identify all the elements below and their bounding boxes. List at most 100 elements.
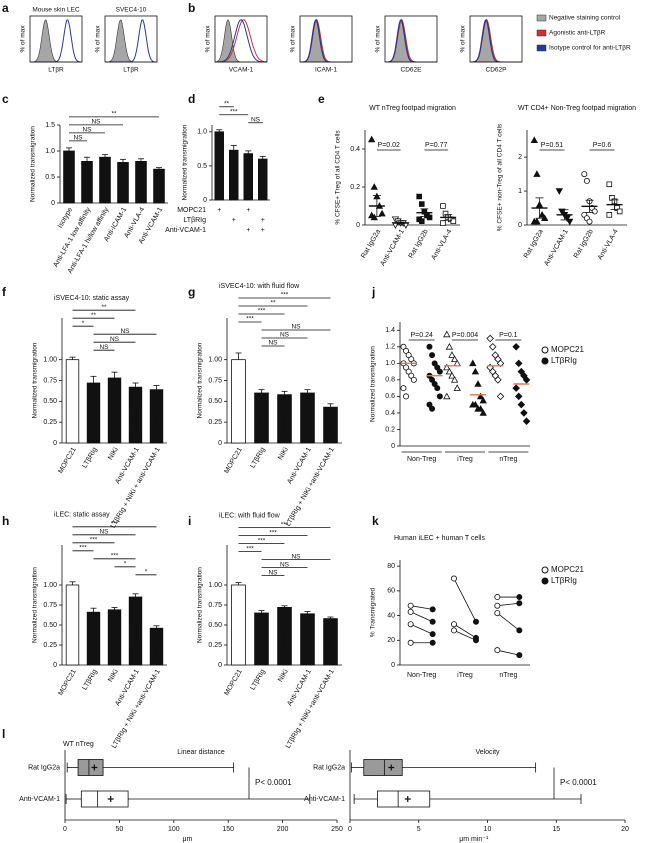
point: [555, 188, 563, 195]
bar: [63, 150, 75, 204]
y-tick-label: 0.75: [43, 377, 57, 384]
point: [436, 368, 443, 375]
y-tick-label: 0.75: [208, 377, 222, 384]
y-tick-label: 1.00: [43, 582, 57, 589]
plot-frame: [469, 15, 523, 63]
y-axis-label: Normalized transmigration: [370, 346, 377, 422]
pair-line: [410, 611, 433, 623]
y-tick-label: 0.50: [43, 622, 57, 629]
significance-label: NS: [280, 332, 290, 339]
x-tick-label: iTreg: [457, 672, 473, 679]
y-axis-label: Normalized transmigration: [32, 567, 39, 643]
y-tick-label: 1.4: [385, 327, 395, 334]
point: [445, 342, 454, 350]
plot-frame: [384, 15, 438, 63]
point: [514, 359, 523, 368]
significance-label: NS: [99, 529, 109, 536]
y-tick-label: 1.00: [208, 357, 222, 364]
point: [429, 405, 436, 412]
x-axis-label: μm min⁻¹: [459, 836, 489, 843]
y-tick-label: 0.25: [43, 419, 57, 426]
row-cell: +: [261, 217, 265, 224]
y-tick-label: 0.50: [208, 622, 222, 629]
point: [443, 363, 451, 371]
point: [516, 652, 523, 659]
significance-label: NS: [99, 344, 109, 351]
point: [429, 606, 436, 613]
legend-marker: [541, 346, 549, 354]
y-tick-label: 0.2: [385, 426, 395, 433]
legend-marker: [541, 577, 549, 585]
y-axis-label: Normalized transmigration: [197, 567, 204, 643]
point: [403, 393, 410, 400]
point: [606, 212, 613, 218]
y-tick-label: 0: [51, 200, 55, 207]
point: [558, 208, 566, 216]
plot-title: iLEC: static assay: [54, 512, 110, 519]
point: [563, 215, 571, 223]
mean-marker: [91, 764, 98, 771]
y-tick-label: 0: [218, 440, 222, 447]
x-tick-label: LTβRIg + NIKi + anti-VCAM-1: [110, 446, 162, 529]
bar-label: −34%: [90, 636, 97, 654]
x-tick-label: LTβRIg + NIKi +anti-VCAM-1: [285, 446, 336, 527]
x-tick-label: LTβRIg + NIKi +anti-VCAM-1: [111, 668, 162, 749]
box: [377, 790, 431, 808]
y-tick-label: 0.25: [208, 642, 222, 649]
point: [426, 214, 433, 221]
x-axis-label: CD62P: [486, 67, 507, 74]
x-tick-label: 10: [484, 826, 492, 833]
point: [533, 170, 541, 177]
legend-label: Negative staining control: [549, 15, 621, 22]
point: [448, 351, 456, 358]
row-cell: +: [246, 207, 250, 214]
point: [407, 602, 414, 609]
panel-letter: c: [2, 92, 9, 106]
point: [520, 409, 528, 417]
point: [403, 364, 410, 371]
mean-marker: [107, 796, 114, 802]
y-tick-label: 0: [53, 662, 57, 669]
x-tick-label: Rat IgG2a: [523, 228, 545, 259]
legend-label: MOPC21: [551, 565, 584, 574]
point: [445, 367, 454, 375]
panel-letter: i: [188, 514, 191, 528]
panel-letter: k: [372, 514, 379, 528]
y-tick-label: 20: [387, 637, 395, 644]
panel-letter: h: [2, 514, 9, 528]
point: [516, 594, 523, 601]
y-tick-label: 0.50: [208, 398, 222, 405]
x-tick-label: LTβRIg: [81, 668, 98, 691]
point: [471, 400, 480, 408]
plot-title: WT nTreg footpad migration: [369, 105, 456, 112]
y-tick-label: 0.4: [385, 410, 395, 417]
point: [606, 181, 613, 188]
point: [450, 376, 459, 383]
point: [494, 376, 502, 384]
pair-line: [453, 630, 477, 641]
y-tick-label: 1.2: [385, 344, 395, 351]
row-cell: +: [261, 227, 265, 234]
y-tick-label: 0.50: [43, 398, 57, 405]
significance-label: NS: [73, 135, 83, 142]
row-cell: +: [232, 217, 236, 224]
bar: [117, 162, 129, 204]
point: [494, 647, 501, 654]
x-tick-label: MOPC21: [223, 446, 244, 475]
plot-title: WT CD4+ Non-Treg footpad migration: [518, 105, 636, 112]
legend-swatch: [536, 44, 547, 52]
point: [434, 385, 441, 392]
significance-label: *: [145, 569, 148, 576]
significance-label: **: [111, 111, 117, 118]
point: [429, 376, 436, 383]
legend-marker: [541, 566, 549, 574]
point: [450, 621, 457, 628]
point: [471, 367, 480, 375]
x-tick-label: 20: [621, 826, 629, 833]
x-tick-label: 150: [222, 826, 234, 833]
bar-label: −54%: [153, 644, 160, 662]
significance-label: ***: [111, 521, 119, 528]
significance-label: **: [270, 300, 276, 307]
y-axis-label: % Transmigrated: [370, 588, 377, 638]
x-tick-label: NIKi: [277, 446, 290, 461]
